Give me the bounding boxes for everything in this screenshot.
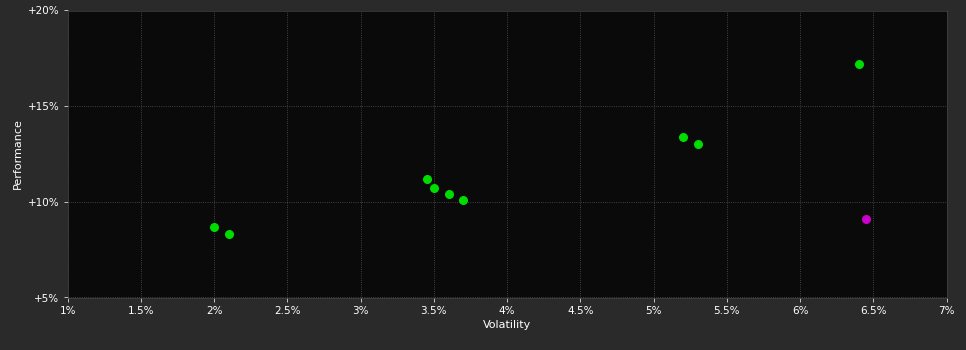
Point (426, 186, 441, 191)
X-axis label: Volatility: Volatility (483, 320, 531, 330)
Point (207, 224, 222, 230)
Point (440, 191, 456, 197)
Point (690, 142, 705, 147)
Y-axis label: Performance: Performance (14, 119, 23, 189)
Point (221, 232, 237, 237)
Point (851, 61, 867, 67)
Point (675, 134, 691, 140)
Point (455, 197, 470, 203)
Point (859, 216, 874, 222)
Point (419, 176, 435, 182)
